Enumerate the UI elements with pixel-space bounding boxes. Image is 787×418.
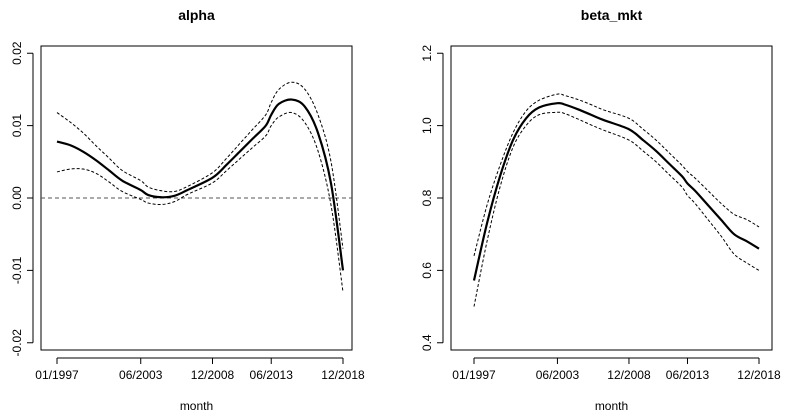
series-line-lower	[473, 111, 760, 307]
x-tick-label: 12/2018	[321, 368, 365, 382]
y-tick-label: -0.01	[10, 256, 24, 284]
series-line-lower	[56, 111, 344, 293]
x-tick-label: 06/2003	[119, 368, 163, 382]
y-tick-label: 0.6	[420, 262, 434, 279]
series-line-upper	[473, 93, 760, 257]
series-line-estimate	[56, 98, 345, 271]
x-tick-label: 01/1997	[35, 368, 79, 382]
series-line-estimate	[472, 101, 760, 281]
chart-panel-1: alpha 01/1997 06/2003 12/2008 06/2013 12/2018…	[10, 7, 365, 413]
x-tick-label: 06/2013	[666, 368, 710, 382]
x-axis-label: month	[180, 399, 213, 413]
plot-frame	[450, 45, 773, 351]
y-tick-label: 0.01	[10, 114, 24, 138]
chart-title: alpha	[178, 7, 215, 23]
x-tick-label: 12/2008	[607, 368, 651, 382]
chart-title: beta_mkt	[581, 7, 643, 23]
y-tick-label: 1.0	[420, 117, 434, 134]
y-tick-label: 1.2	[420, 45, 434, 62]
y-tick-label: 0.8	[420, 189, 434, 206]
series-line-upper	[56, 81, 344, 249]
x-axis-label: month	[595, 399, 628, 413]
x-tick-label: 12/2008	[191, 368, 235, 382]
y-tick-label: 0.02	[10, 41, 24, 65]
y-tick-label: 0.4	[420, 334, 434, 351]
x-tick-label: 01/1997	[452, 368, 496, 382]
x-tick-label: 06/2013	[250, 368, 294, 382]
x-tick-label: 12/2018	[737, 368, 781, 382]
x-tick-label: 06/2003	[536, 368, 580, 382]
y-tick-label: -0.02	[10, 329, 24, 357]
chart-panel-2: beta_mkt 01/1997 06/2003 12/2008 06/2013 12/2…	[420, 7, 781, 413]
y-tick-label: 0.00	[10, 186, 24, 210]
